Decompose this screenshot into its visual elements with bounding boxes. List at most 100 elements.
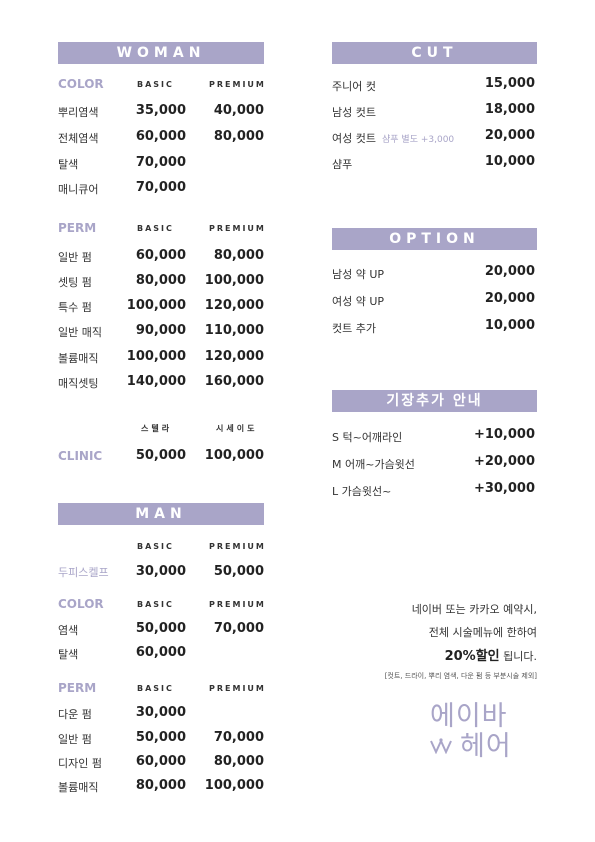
- cut-note: 샴푸 별도 +3,000: [382, 135, 455, 145]
- man-header: MAN: [58, 503, 264, 525]
- option-price: 20,000: [484, 264, 535, 279]
- cut-header: CUT: [332, 42, 537, 64]
- cut-price: 18,000: [484, 102, 535, 117]
- option-header: OPTION: [332, 228, 537, 250]
- length-price: +30,000: [473, 481, 535, 496]
- woman-color-item: 전체염색: [58, 132, 99, 145]
- promo-line-3-rest: 됩니다.: [499, 650, 537, 663]
- woman-color-basic: 60,000: [135, 129, 186, 144]
- woman-color-basic: 70,000: [135, 180, 186, 195]
- man-perm-premium: 100,000: [204, 778, 264, 793]
- woman-header: WOMAN: [58, 42, 264, 64]
- woman-perm-item: 볼륨매직: [58, 352, 99, 365]
- woman-color-premium: 40,000: [213, 103, 264, 118]
- man-scalp-premium: 50,000: [213, 564, 264, 579]
- woman-perm-basic: 90,000: [135, 323, 186, 338]
- man-perm-premium: 70,000: [213, 730, 264, 745]
- length-header: 기장추가 안내: [332, 390, 537, 412]
- man-perm-basic: 50,000: [135, 730, 186, 745]
- crown-icon: [430, 738, 452, 754]
- woman-perm-item: 일반 매직: [58, 326, 102, 339]
- cut-item: 남성 컷트: [332, 106, 376, 119]
- woman-perm-premium: 160,000: [204, 374, 264, 389]
- man-color-label: COLOR: [58, 597, 104, 611]
- woman-perm-item: 셋팅 펌: [58, 276, 92, 289]
- woman-perm-premium: 100,000: [204, 273, 264, 288]
- woman-color-premium-col: PREMIUM: [209, 80, 266, 89]
- logo-line-1: 에이바: [430, 701, 508, 732]
- promo-highlight: 20%할인: [444, 649, 500, 664]
- man-perm-premium-col: PREMIUM: [209, 684, 266, 693]
- man-color-item: 염색: [58, 624, 79, 637]
- woman-color-item: 탈색: [58, 158, 79, 171]
- man-color-item: 탈색: [58, 648, 79, 661]
- man-perm-basic: 30,000: [135, 705, 186, 720]
- option-price: 20,000: [484, 291, 535, 306]
- cut-item: 여성 컷트: [332, 132, 376, 145]
- woman-color-basic: 70,000: [135, 155, 186, 170]
- clinic-col-stella: 스텔라: [141, 424, 173, 433]
- woman-perm-item: 매직셋팅: [58, 377, 99, 390]
- cut-price: 20,000: [484, 128, 535, 143]
- man-perm-basic: 60,000: [135, 754, 186, 769]
- woman-perm-item: 일반 펌: [58, 251, 92, 264]
- woman-clinic-label: CLINIC: [58, 449, 103, 463]
- man-perm-premium: 80,000: [213, 754, 264, 769]
- woman-color-basic: 35,000: [135, 103, 186, 118]
- brand-logo: 에이바 헤어: [428, 702, 540, 764]
- cut-price: 15,000: [484, 76, 535, 91]
- woman-perm-premium: 120,000: [204, 298, 264, 313]
- woman-color-item: 매니큐어: [58, 183, 99, 196]
- logo-line-2: 헤어: [460, 731, 512, 762]
- promo-line-1: 네이버 또는 카카오 예약시,: [411, 603, 537, 616]
- man-scalp-basic-col: BASIC: [137, 542, 174, 551]
- man-perm-item: 디자인 펌: [58, 757, 102, 770]
- man-color-premium-col: PREMIUM: [209, 600, 266, 609]
- woman-color-label: COLOR: [58, 77, 104, 91]
- man-color-basic: 60,000: [135, 645, 186, 660]
- woman-color-premium: 80,000: [213, 129, 264, 144]
- cut-item: 샴푸: [332, 158, 353, 171]
- woman-perm-basic: 60,000: [135, 248, 186, 263]
- length-price: +20,000: [473, 454, 535, 469]
- cut-price: 10,000: [484, 154, 535, 169]
- man-color-basic-col: BASIC: [137, 600, 174, 609]
- man-scalp-item: 두피스켈프: [58, 566, 109, 579]
- woman-perm-premium: 120,000: [204, 349, 264, 364]
- clinic-col-shiseido: 시세이도: [216, 424, 258, 433]
- length-item: M 어깨~가슴윗선: [332, 458, 415, 471]
- woman-perm-premium: 110,000: [204, 323, 264, 338]
- length-item: L 가슴윗선~: [332, 485, 392, 498]
- promo-line-3: 20%할인 됩니다.: [445, 645, 537, 664]
- man-perm-basic: 80,000: [135, 778, 186, 793]
- clinic-price-stella: 50,000: [135, 448, 186, 463]
- woman-perm-basic: 140,000: [126, 374, 186, 389]
- woman-perm-basic: 100,000: [126, 349, 186, 364]
- option-item: 남성 약 UP: [332, 268, 385, 281]
- man-color-basic: 50,000: [135, 621, 186, 636]
- man-scalp-premium-col: PREMIUM: [209, 542, 266, 551]
- woman-color-item: 뿌리염색: [58, 106, 99, 119]
- man-perm-item: 다운 펌: [58, 708, 92, 721]
- woman-perm-premium: 80,000: [213, 248, 264, 263]
- woman-perm-premium-col: PREMIUM: [209, 224, 266, 233]
- clinic-price-shiseido: 100,000: [204, 448, 264, 463]
- promo-line-2: 전체 시술메뉴에 한하여: [428, 626, 537, 639]
- man-perm-label: PERM: [58, 681, 97, 695]
- length-price: +10,000: [473, 427, 535, 442]
- man-scalp-basic: 30,000: [135, 564, 186, 579]
- man-perm-basic-col: BASIC: [137, 684, 174, 693]
- woman-perm-basic-col: BASIC: [137, 224, 174, 233]
- man-perm-item: 일반 펌: [58, 733, 92, 746]
- option-item: 여성 약 UP: [332, 295, 385, 308]
- option-price: 10,000: [484, 318, 535, 333]
- woman-perm-item: 특수 펌: [58, 301, 92, 314]
- woman-color-basic-col: BASIC: [137, 80, 174, 89]
- man-color-premium: 70,000: [213, 621, 264, 636]
- option-item: 컷트 추가: [332, 322, 376, 335]
- woman-perm-basic: 100,000: [126, 298, 186, 313]
- man-perm-item: 볼륨매직: [58, 781, 99, 794]
- cut-item: 주니어 컷: [332, 80, 376, 93]
- promo-footnote: [컷트, 드라이, 뿌리 염색, 다운 펌 등 부분시술 제외]: [384, 672, 537, 680]
- woman-perm-basic: 80,000: [135, 273, 186, 288]
